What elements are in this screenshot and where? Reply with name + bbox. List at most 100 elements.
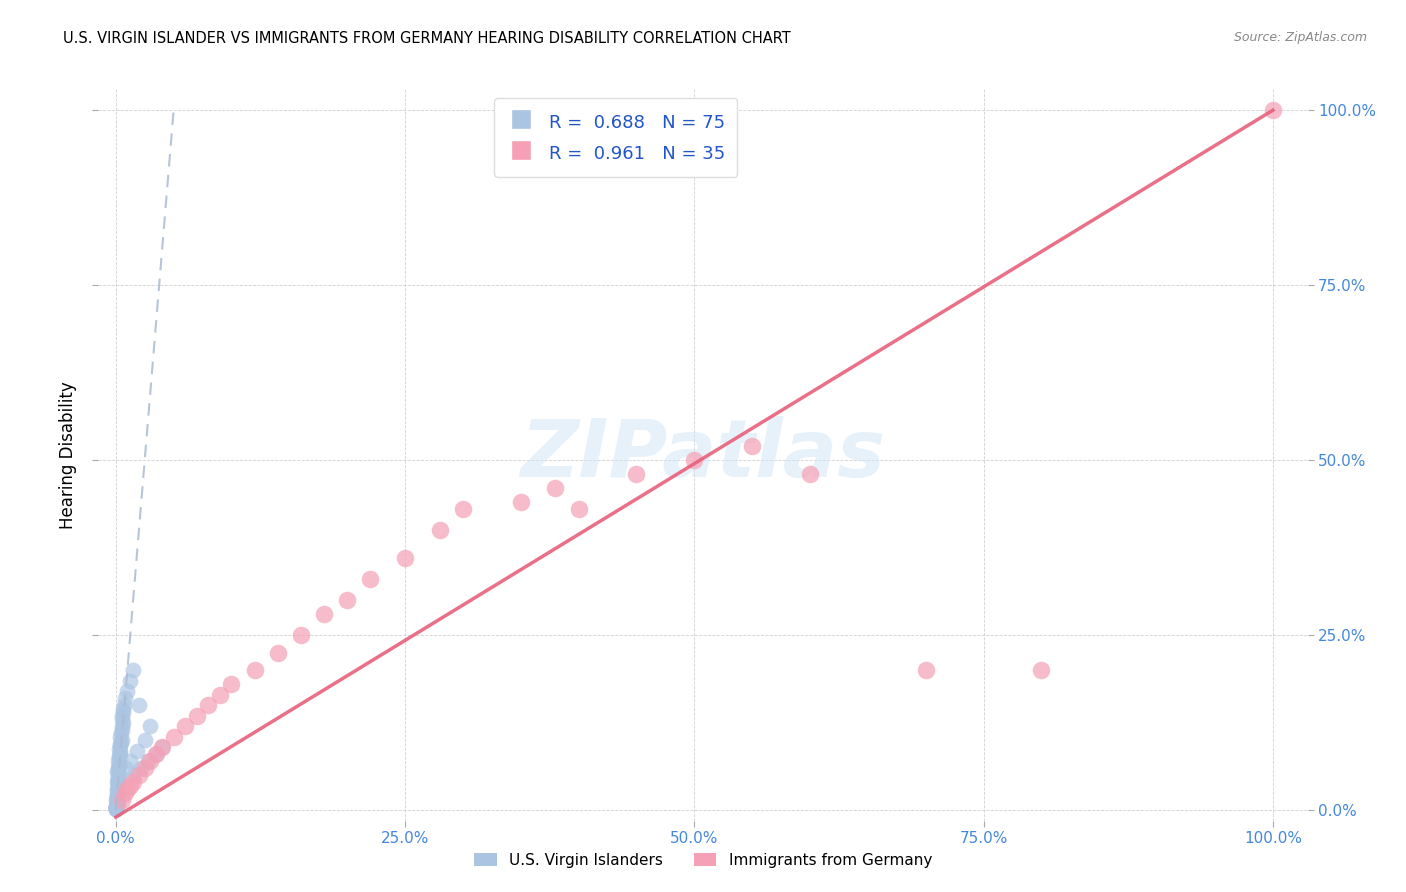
Text: U.S. VIRGIN ISLANDER VS IMMIGRANTS FROM GERMANY HEARING DISABILITY CORRELATION C: U.S. VIRGIN ISLANDER VS IMMIGRANTS FROM …: [63, 31, 792, 46]
Point: [105, 801, 128, 815]
Point: [107, 759, 129, 773]
Text: ZIPatlas: ZIPatlas: [520, 416, 886, 494]
Point: [174, 719, 197, 733]
Point: [124, 768, 146, 782]
Point: [208, 688, 231, 702]
Point: [117, 782, 139, 797]
Point: [105, 764, 128, 779]
Point: [108, 739, 131, 753]
Point: [139, 719, 162, 733]
Point: [107, 772, 129, 787]
Point: [107, 770, 129, 784]
Point: [145, 747, 167, 761]
Point: [105, 797, 128, 812]
Point: [186, 708, 208, 723]
Point: [105, 775, 128, 789]
Point: [114, 691, 136, 706]
Point: [112, 701, 135, 715]
Point: [112, 698, 135, 713]
Point: [741, 439, 763, 453]
Point: [110, 792, 132, 806]
Point: [429, 523, 451, 537]
Point: [108, 741, 131, 756]
Point: [544, 481, 567, 495]
Point: [111, 719, 134, 733]
Point: [134, 761, 156, 775]
Point: [105, 792, 128, 806]
Point: [110, 730, 132, 744]
Point: [105, 800, 128, 814]
Point: [107, 786, 129, 800]
Point: [107, 761, 129, 775]
Point: [108, 757, 131, 772]
Point: [107, 768, 129, 782]
Point: [105, 782, 128, 797]
Point: [115, 761, 138, 775]
Point: [150, 740, 173, 755]
Point: [1261, 103, 1284, 118]
Point: [267, 646, 290, 660]
Point: [107, 776, 129, 790]
Point: [111, 708, 134, 723]
Point: [129, 761, 152, 775]
Point: [105, 790, 128, 805]
Point: [139, 754, 162, 768]
Point: [107, 771, 129, 785]
Point: [105, 801, 128, 815]
Legend: U.S. Virgin Islanders, Immigrants from Germany: U.S. Virgin Islanders, Immigrants from G…: [467, 845, 939, 875]
Point: [110, 712, 132, 726]
Point: [110, 726, 132, 740]
Point: [359, 572, 381, 586]
Point: [111, 715, 134, 730]
Point: [799, 467, 821, 482]
Point: [128, 698, 150, 713]
Point: [150, 740, 173, 755]
Legend: R =  0.688   N = 75, R =  0.961   N = 35: R = 0.688 N = 75, R = 0.961 N = 35: [495, 98, 737, 177]
Point: [105, 796, 128, 810]
Point: [105, 796, 128, 810]
Point: [105, 799, 128, 814]
Point: [914, 663, 936, 677]
Point: [110, 737, 132, 751]
Point: [108, 748, 131, 763]
Point: [105, 788, 128, 802]
Point: [107, 795, 129, 809]
Point: [128, 768, 150, 782]
Point: [105, 792, 128, 806]
Point: [110, 733, 132, 747]
Point: [568, 502, 591, 516]
Point: [114, 786, 136, 800]
Point: [105, 802, 128, 816]
Point: [105, 802, 128, 816]
Point: [145, 747, 167, 761]
Point: [105, 793, 128, 807]
Point: [105, 802, 128, 816]
Point: [105, 783, 128, 797]
Point: [118, 779, 141, 793]
Point: [118, 754, 141, 768]
Point: [105, 797, 128, 811]
Point: [107, 779, 129, 793]
Point: [394, 551, 416, 566]
Point: [221, 677, 243, 691]
Point: [336, 593, 359, 607]
Point: [105, 799, 128, 814]
Point: [110, 745, 132, 759]
Point: [105, 799, 128, 814]
Point: [626, 467, 648, 482]
Point: [451, 502, 474, 516]
Point: [105, 789, 128, 804]
Point: [122, 775, 145, 789]
Y-axis label: Hearing Disability: Hearing Disability: [59, 381, 77, 529]
Point: [105, 797, 128, 812]
Point: [110, 723, 132, 737]
Point: [134, 733, 156, 747]
Point: [162, 730, 184, 744]
Point: [290, 628, 312, 642]
Text: Source: ZipAtlas.com: Source: ZipAtlas.com: [1233, 31, 1367, 45]
Point: [111, 705, 134, 719]
Point: [107, 780, 129, 795]
Point: [108, 747, 131, 761]
Point: [312, 607, 335, 622]
Point: [509, 495, 531, 509]
